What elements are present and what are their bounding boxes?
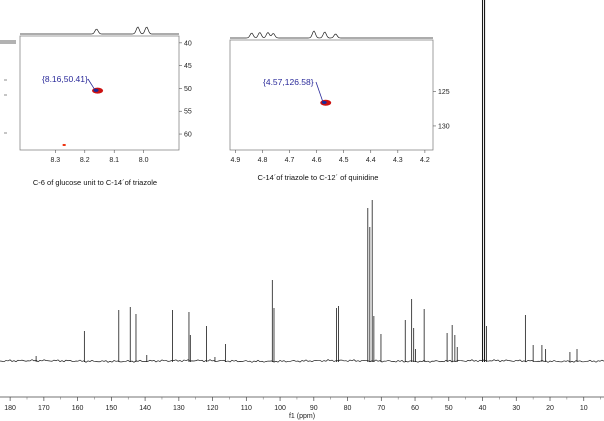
projection-trace: [230, 30, 433, 39]
inset2-peak-annotation: {4.57,126.58}: [263, 77, 314, 87]
main-x-tick-label: 30: [512, 405, 520, 412]
inset-x-tick-label: 4.9: [231, 157, 241, 164]
cropped-left-panel-fragment: [0, 40, 16, 134]
inset-hmbc-triazole-quinidine: 4.9 4.8 4.7 4.6 4.5 4.4 4.3 4.2 125 130 {4.57,12…: [229, 30, 450, 182]
cross-peak-cursor-mark: [321, 100, 327, 105]
main-x-tick-label: 10: [580, 405, 588, 412]
inset-x-tick-label: 4.5: [339, 157, 349, 164]
inset-x-tick-label: 8.2: [80, 157, 90, 164]
inset2-top-projection: [230, 30, 433, 39]
inset-hmbc-glucose-triazole: 8.3 8.2 8.1 8.0 40 45 50 55 60 {8.16,50.41} C-6…: [19, 26, 192, 187]
main-x-ticks: 180 170 160 150 140 130 120 110 100 90 80 70 60 50 40 3…: [4, 397, 601, 412]
inset-y-tick-label: 55: [184, 109, 192, 116]
main-x-tick-label: 20: [546, 405, 554, 412]
inset-y-tick-label: 60: [184, 132, 192, 139]
main-x-tick-label: 100: [274, 405, 286, 412]
main-x-axis-label: f1 (ppm): [289, 413, 315, 420]
inset2-annotation-pointer: [315, 81, 324, 102]
inset-x-tick-label: 4.3: [393, 157, 403, 164]
cross-peak-cursor-mark: [93, 88, 99, 92]
inset1-peak-annotation: {8.16,50.41}: [42, 74, 88, 84]
main-x-tick-label: 70: [377, 405, 385, 412]
inset1-plot-frame: [19, 35, 180, 151]
inset2-y-ticks: 125 130: [433, 89, 450, 130]
main-spectrum-peaks: [35, 0, 578, 362]
inset-x-tick-label: 4.2: [420, 157, 430, 164]
cross-peak: [62, 143, 66, 146]
inset1-annotation-pointer: [87, 78, 95, 90]
main-x-tick-label: 130: [173, 405, 185, 412]
main-x-tick-label: 80: [344, 405, 352, 412]
inset-x-tick-label: 8.1: [109, 157, 119, 164]
inset2-plot-frame: [229, 39, 434, 151]
main-x-tick-label: 50: [445, 405, 453, 412]
main-x-tick-label: 180: [4, 405, 16, 412]
inset-y-tick-label: 125: [438, 89, 450, 96]
inset-x-tick-label: 8.0: [139, 157, 149, 164]
inset1-x-ticks: 8.3 8.2 8.1 8.0: [50, 150, 149, 164]
main-x-tick-label: 150: [106, 405, 118, 412]
inset-x-tick-label: 4.6: [312, 157, 322, 164]
projection-trace: [20, 26, 179, 35]
inset2-caption: C-14´of triazole to C-12´ of quinidine: [258, 173, 379, 182]
inset2-cross-peaks: [320, 99, 332, 106]
main-x-tick-label: 170: [38, 405, 50, 412]
inset1-top-projection: [20, 26, 179, 35]
main-x-tick-label: 140: [139, 405, 151, 412]
inset-y-tick-label: 45: [184, 63, 192, 70]
inset1-caption: C-6 of glucose unit to C-14´of triazole: [33, 178, 157, 187]
inset-x-tick-label: 4.8: [258, 157, 268, 164]
main-x-tick-label: 60: [411, 405, 419, 412]
inset-x-tick-label: 4.4: [366, 157, 376, 164]
main-x-tick-label: 110: [241, 405, 252, 412]
main-x-tick-label: 90: [310, 405, 318, 412]
main-x-tick-label: 120: [207, 405, 219, 412]
main-x-tick-label: 160: [72, 405, 84, 412]
inset-y-tick-label: 40: [184, 40, 192, 47]
inset1-y-ticks: 40 45 50 55 60: [179, 40, 192, 139]
inset-y-tick-label: 50: [184, 86, 192, 93]
main-spectrum-trace: [0, 359, 604, 363]
inset2-x-ticks: 4.9 4.8 4.7 4.6 4.5 4.4 4.3 4.2: [231, 150, 430, 164]
inset-y-tick-label: 130: [438, 123, 450, 130]
inset-x-tick-label: 4.7: [285, 157, 295, 164]
inset-x-tick-label: 8.3: [50, 157, 60, 164]
main-x-tick-label: 40: [479, 405, 487, 412]
